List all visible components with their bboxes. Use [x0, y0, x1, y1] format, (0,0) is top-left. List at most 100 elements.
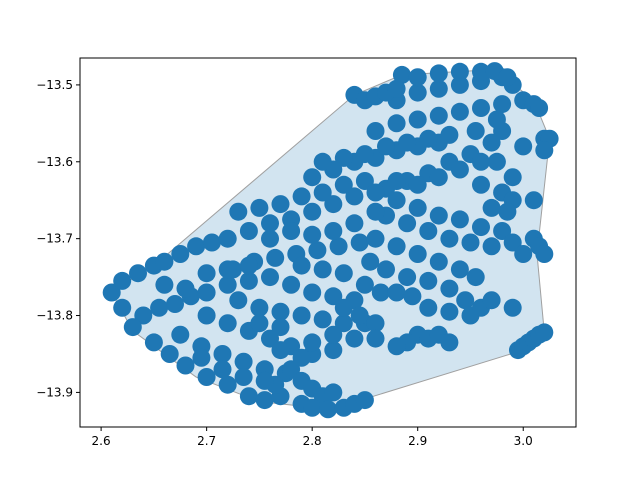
scatter-point — [150, 298, 169, 317]
y-tick-label: −13.7 — [36, 232, 73, 246]
scatter-point — [313, 260, 332, 279]
scatter-point — [160, 345, 179, 363]
scatter-point — [313, 183, 332, 202]
scatter-point — [408, 68, 427, 87]
scatter-point — [345, 187, 364, 206]
scatter-point — [303, 202, 322, 221]
scatter-point — [303, 225, 322, 244]
scatter-point — [355, 172, 374, 190]
scatter-point — [218, 275, 237, 294]
scatter-point — [387, 114, 406, 133]
x-tick-label: 2.7 — [197, 434, 216, 448]
scatter-point — [350, 306, 369, 325]
scatter-point — [450, 62, 469, 81]
scatter-point — [213, 360, 232, 379]
scatter-point — [218, 375, 237, 394]
scatter-point — [271, 195, 290, 214]
scatter-point — [187, 237, 206, 256]
scatter-point — [319, 400, 337, 419]
scatter-point — [503, 298, 522, 317]
scatter-point — [197, 368, 216, 386]
scatter-point — [239, 387, 258, 406]
scatter-point — [408, 110, 427, 129]
scatter-point — [218, 314, 237, 333]
scatter-point — [324, 287, 343, 306]
scatter-point — [234, 352, 253, 371]
scatter-point — [334, 314, 353, 333]
scatter-point — [345, 214, 364, 233]
scatter-point — [498, 202, 517, 221]
scatter-point — [113, 298, 132, 317]
scatter-point — [334, 298, 353, 317]
scatter-point — [282, 275, 301, 294]
scatter-point — [218, 260, 237, 279]
scatter-point — [255, 371, 274, 390]
scatter-point — [440, 125, 459, 144]
scatter-point — [450, 260, 469, 279]
scatter-point — [166, 295, 184, 313]
scatter-point — [261, 229, 279, 248]
scatter-point — [197, 306, 216, 325]
scatter-point — [419, 129, 438, 148]
scatter-point — [377, 137, 395, 156]
scatter-point — [487, 110, 506, 129]
scatter-point — [403, 287, 422, 306]
scatter-point — [155, 275, 174, 294]
scatter-point — [303, 398, 322, 417]
scatter-point — [250, 198, 269, 217]
scatter-point — [334, 175, 353, 194]
scatter-point — [450, 75, 469, 94]
scatter-point — [271, 341, 290, 360]
scatter-point — [366, 202, 385, 221]
scatter-point — [292, 348, 311, 367]
scatter-point — [498, 68, 517, 87]
scatter-point — [282, 222, 301, 240]
scatter-point — [472, 152, 490, 171]
scatter-point — [429, 206, 448, 225]
scatter-point — [197, 264, 216, 283]
scatter-point — [408, 175, 427, 194]
scatter-point — [234, 368, 253, 386]
scatter-point — [134, 306, 153, 325]
scatter-point — [371, 283, 390, 302]
scatter-point — [171, 325, 190, 344]
scatter-point — [472, 99, 490, 117]
scatter-point — [303, 333, 322, 352]
scatter-point — [361, 252, 380, 271]
scatter-point — [535, 323, 554, 342]
scatter-point — [419, 222, 438, 240]
scatter-point — [171, 245, 190, 263]
scatter-point — [387, 172, 406, 190]
y-tick-label: −13.9 — [36, 385, 73, 399]
scatter-point — [493, 95, 512, 114]
scatter-point — [408, 245, 427, 263]
scatter-point — [398, 133, 417, 152]
scatter-point — [482, 198, 501, 217]
scatter-point — [266, 248, 285, 267]
scatter-point — [261, 329, 279, 348]
scatter-point — [429, 252, 448, 271]
x-tick-label: 2.6 — [92, 434, 111, 448]
scatter-point — [440, 279, 459, 298]
scatter-point — [303, 168, 322, 187]
scatter-point — [482, 237, 501, 256]
scatter-point — [377, 260, 395, 279]
scatter-point — [271, 318, 290, 337]
scatter-points-layer — [102, 62, 559, 419]
scatter-point — [466, 268, 485, 287]
scatter-point — [387, 237, 406, 256]
scatter-point — [535, 141, 554, 160]
scatter-point — [387, 191, 406, 210]
scatter-point — [144, 333, 163, 352]
scatter-point — [387, 283, 406, 302]
x-tick-label: 2.8 — [303, 434, 322, 448]
scatter-point — [387, 337, 406, 356]
scatter-point — [308, 241, 327, 260]
scatter-point — [313, 310, 332, 329]
scatter-point — [456, 291, 475, 310]
plot-frame — [79, 57, 577, 428]
scatter-point — [366, 122, 385, 140]
scatter-point — [102, 283, 121, 302]
scatter-point — [192, 348, 211, 367]
scatter-point — [271, 302, 290, 321]
